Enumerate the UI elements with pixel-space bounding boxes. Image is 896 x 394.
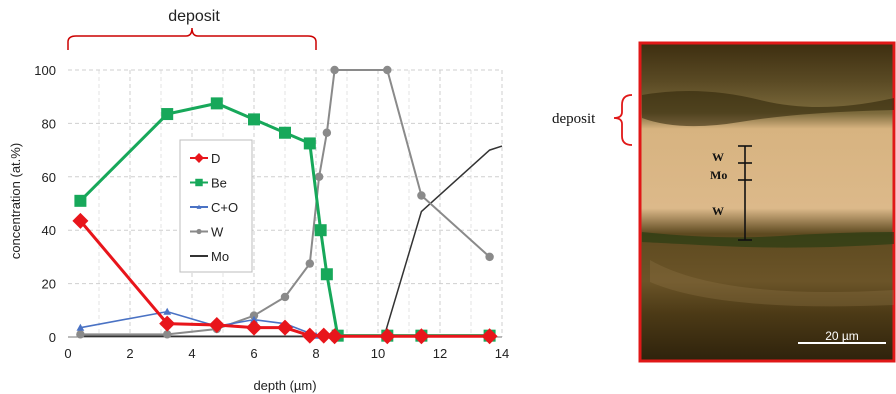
- x-tick-label: 14: [495, 346, 509, 361]
- legend-item-mo: Mo: [190, 249, 229, 264]
- series-w: [76, 65, 494, 339]
- scale-bar-label: 20 µm: [825, 329, 859, 343]
- x-tick-label: 12: [433, 346, 447, 361]
- data-point-d: [301, 327, 318, 344]
- substrate-texture: [650, 260, 894, 307]
- x-tick-label: 2: [126, 346, 133, 361]
- legend-label-d: D: [211, 151, 220, 166]
- data-point-d: [326, 328, 343, 345]
- legend-marker-w: [196, 228, 202, 235]
- data-point-d: [159, 315, 176, 332]
- series-mo: [80, 145, 503, 337]
- data-point-w: [383, 65, 392, 75]
- data-point-w: [249, 311, 259, 320]
- micrograph-deposit-label: deposit: [552, 111, 596, 127]
- y-tick-label: 60: [42, 170, 56, 185]
- y-tick-labels: 0 20 40 60 80 100: [34, 63, 56, 345]
- layer-label-w-top: W: [712, 150, 724, 164]
- data-point-be: [320, 268, 333, 281]
- data-point-be: [303, 137, 316, 150]
- legend-label-c-o: C+O: [211, 200, 238, 215]
- data-point-d: [277, 319, 293, 336]
- y-tick-label: 80: [42, 116, 56, 131]
- data-point-d: [246, 319, 262, 336]
- legend-marker-d: [194, 153, 204, 163]
- data-point-d: [72, 212, 89, 229]
- plot-area: 0 2 4 6 8 10 12 14 0 20 40 60 80 100: [34, 63, 509, 361]
- y-tick-label: 40: [42, 223, 56, 238]
- data-point-be: [161, 108, 174, 121]
- data-point-d: [379, 328, 396, 345]
- data-point-w: [417, 191, 426, 200]
- legend-label-mo: Mo: [211, 249, 229, 264]
- data-point-d: [315, 327, 332, 344]
- data-point-w: [322, 128, 332, 137]
- legend-label-be: Be: [211, 176, 227, 191]
- data-point-w: [305, 259, 315, 268]
- x-tick-labels: 0 2 4 6 8 10 12 14: [64, 346, 509, 361]
- legend-marker-be: [195, 178, 203, 187]
- data-point-be: [248, 113, 260, 126]
- bracket-line: [67, 27, 317, 50]
- data-point-c-o: [250, 315, 258, 323]
- data-point-w: [162, 330, 172, 339]
- series-line-mo: [80, 145, 503, 337]
- y-axis-title: concentration (at.%): [8, 143, 23, 259]
- data-point-w: [76, 330, 85, 339]
- data-point-c-o: [76, 323, 85, 331]
- y-tick-label: 20: [42, 277, 56, 292]
- interface-line: [641, 232, 894, 248]
- x-tick-label: 4: [188, 346, 195, 361]
- x-tick-label: 0: [64, 346, 71, 361]
- data-point-w: [485, 252, 494, 262]
- x-tick-label: 8: [312, 346, 319, 361]
- series-d: [72, 212, 498, 345]
- legend: D Be C+O W Mo: [179, 139, 253, 273]
- series: [72, 65, 503, 345]
- data-point-d: [481, 328, 498, 345]
- legend-item-d: D: [190, 151, 220, 166]
- data-point-w: [280, 292, 290, 302]
- legend-item-w: W: [190, 225, 224, 240]
- series-line-w: [80, 69, 491, 336]
- data-point-w: [314, 172, 324, 182]
- legend-label-w: W: [211, 225, 224, 240]
- deposit-bracket: [67, 27, 317, 50]
- x-tick-label: 10: [371, 346, 385, 361]
- y-tick-label: 0: [49, 330, 56, 345]
- data-point-be: [279, 126, 291, 139]
- micrograph-bracket-line: [613, 94, 633, 146]
- data-point-be: [74, 194, 87, 207]
- deposit-layer-texture: [642, 91, 894, 127]
- legend-item-be: Be: [190, 176, 227, 191]
- data-point-be: [314, 224, 327, 237]
- layer-markers: [738, 145, 752, 241]
- micrograph-image: W Mo W 20 µm: [638, 41, 896, 363]
- deposit-annotation: deposit: [168, 8, 220, 25]
- legend-item-c-o: C+O: [190, 200, 238, 215]
- data-point-c-o: [163, 307, 172, 315]
- data-point-w: [330, 65, 339, 75]
- layer-label-w-bottom: W: [712, 204, 724, 218]
- layer-label-mo: Mo: [710, 168, 727, 182]
- legend-marker-c-o: [196, 204, 202, 209]
- micrograph-frame: [638, 41, 896, 363]
- data-point-be: [210, 97, 223, 110]
- y-tick-label: 100: [34, 63, 56, 78]
- x-tick-label: 6: [250, 346, 257, 361]
- x-axis-title: depth (µm): [253, 378, 316, 393]
- data-point-d: [208, 316, 225, 333]
- data-point-d: [413, 328, 430, 345]
- legend-items: D Be C+O W Mo: [190, 151, 238, 264]
- micrograph-deposit-bracket: [613, 94, 633, 146]
